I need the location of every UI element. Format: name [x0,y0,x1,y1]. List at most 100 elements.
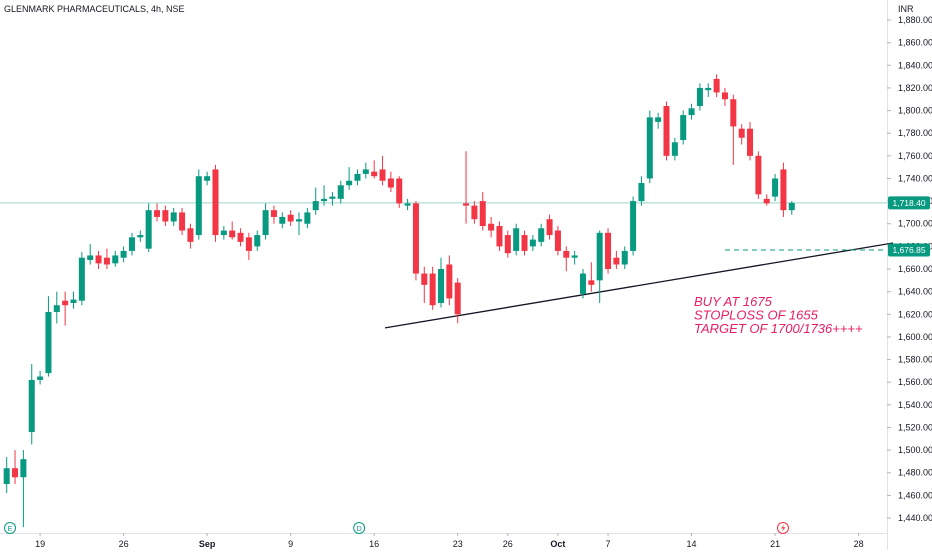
x-tick-label: 16 [369,539,379,549]
candle [638,176,645,206]
candle [154,203,161,222]
y-tick-label: 1,540.00 [898,400,932,410]
candle [646,110,653,184]
candle-body [337,185,344,199]
candle-body [120,250,127,258]
x-tick-label: 21 [770,539,780,549]
candle [354,169,361,186]
candle [287,210,294,227]
candle-body [179,212,186,231]
flash-symbol [781,524,786,532]
candle-body [688,108,695,116]
candle-body [262,210,269,236]
candle [195,169,202,240]
chart-title: GLENMARK PHARMACEUTICALS, 4h, NSE [4,4,185,14]
candle-body [705,87,712,91]
candle [429,266,436,310]
candle [379,155,386,186]
candle [28,364,35,445]
candle-body [554,230,561,251]
candle [70,291,77,309]
candle [630,196,637,256]
candle [112,250,119,267]
candle-body [321,198,328,202]
candle [747,121,754,161]
candle [237,228,244,247]
candle [680,110,687,145]
candle [471,201,478,224]
candle-body [254,235,261,247]
candle [296,212,303,236]
candle-body [412,203,419,274]
candle-body [170,212,177,222]
candle [421,266,428,303]
candle [137,230,144,242]
candle-body [387,178,394,188]
candle [62,291,69,326]
candle [78,252,85,306]
candle-body [229,230,236,238]
candle-body [596,232,603,281]
currency-label: INR [898,4,914,14]
candle [387,171,394,193]
candle-body [62,300,69,306]
y-tick-label: 1,780.00 [898,128,932,138]
candle-body [755,155,762,195]
y-tick-label: 1,740.00 [898,173,932,183]
candle [404,198,411,211]
candle-body [655,117,662,122]
candle [780,162,787,217]
candle-body [20,459,27,478]
earnings-flash-icon[interactable] [777,522,789,534]
candle [504,230,511,258]
candle-body [220,230,227,236]
candle-body [680,115,687,140]
candle [496,221,503,251]
event-marker [353,522,366,534]
candle-body [471,205,478,220]
y-tick-label: 1,660.00 [898,264,932,274]
candle [170,207,177,227]
candle [479,192,486,231]
y-tick-label: 1,440.00 [898,513,932,523]
annotation-line: BUY AT 1675 [694,294,773,309]
trendline [384,242,894,329]
x-tick-label: 7 [606,539,611,549]
candle [596,230,603,303]
candle-body [588,280,595,285]
candle [321,185,328,206]
candle-body [730,99,737,127]
candle [304,207,311,229]
y-tick-label: 1,820.00 [898,83,932,93]
candle-body [12,468,19,478]
candle-body [788,202,795,211]
candle-body [571,255,578,258]
candle [145,203,152,253]
x-tick-label: 14 [687,539,697,549]
candle [538,223,545,247]
candle-body [479,201,486,227]
candle-body [663,106,670,156]
candle [220,226,227,240]
y-tick-label: 1,600.00 [898,332,932,342]
candle [588,262,595,292]
candle-body [613,257,620,265]
annotation-line: TARGET OF 1700/1736++++ [694,321,863,336]
candle [546,214,553,240]
y-tick-label: 1,480.00 [898,468,932,478]
candle [663,101,670,161]
candle-body [671,142,678,156]
candle-body [546,219,553,236]
candle-body [579,273,586,294]
x-tick-label: Sep [199,539,216,549]
last-price-label: 1,718.40 [892,198,925,208]
event-marker [4,522,17,534]
candle [513,223,520,256]
candle [571,250,578,265]
candle [120,246,127,263]
candle [521,230,528,256]
candle [755,151,762,199]
candle-body [137,235,144,238]
candle [329,192,336,206]
candle-body [245,237,252,251]
